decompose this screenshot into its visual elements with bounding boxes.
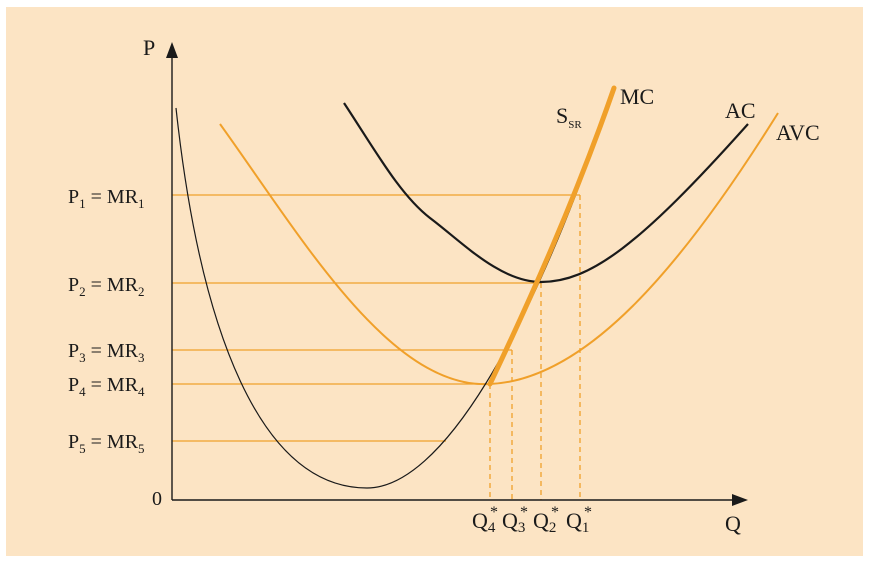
quantity-label-q1: Q1: [566, 508, 589, 536]
quantity-label-q2: Q2: [533, 508, 556, 536]
price-label-p1: P1 = MR1: [68, 186, 145, 211]
ac-label: AC: [725, 98, 756, 123]
price-label-p5: P5 = MR5: [68, 431, 145, 456]
quantity-star-q3: *: [520, 504, 528, 521]
price-label-p4: P4 = MR4: [68, 374, 145, 399]
y-axis-label: P: [143, 35, 155, 60]
supply-label: SSR: [556, 103, 582, 131]
price-label-p3: P3 = MR3: [68, 340, 145, 365]
mc-curve: [175, 87, 615, 489]
diagram-background: [6, 7, 863, 556]
quantity-star-q2: *: [551, 504, 559, 521]
quantity-star-q1: *: [584, 504, 592, 521]
price-label-p2: P2 = MR2: [68, 274, 145, 299]
mc-label: MC: [620, 84, 654, 109]
avc-label: AVC: [776, 120, 820, 145]
short-run-supply-curve: [487, 85, 617, 387]
avc-curve: [219, 112, 779, 386]
x-axis-arrow: [732, 494, 748, 506]
quantity-star-q4: *: [490, 504, 498, 521]
quantity-label-q3: Q3: [502, 508, 525, 536]
quantity-label-q4: Q4: [472, 508, 496, 536]
x-axis-label: Q: [725, 511, 741, 536]
ac-curve: [343, 102, 749, 284]
origin-label: 0: [152, 488, 162, 510]
y-axis-arrow: [166, 42, 178, 58]
